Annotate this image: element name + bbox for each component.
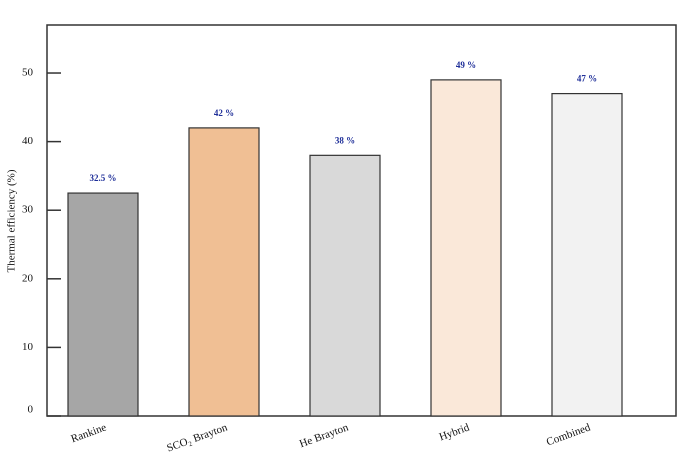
bar <box>551 92 623 417</box>
x-tick-label: Hybrid <box>438 421 472 443</box>
bar <box>67 192 139 417</box>
bar <box>188 127 260 417</box>
value-label: 38 % <box>335 135 355 145</box>
value-label: 42 % <box>214 108 234 118</box>
value-label: 32.5 % <box>90 173 117 183</box>
value-label: 49 % <box>456 60 476 70</box>
y-tick-label: 20 <box>22 272 34 284</box>
y-tick-label: 0 <box>28 404 34 416</box>
bar <box>309 154 381 417</box>
y-tick-label: 50 <box>22 67 34 79</box>
x-tick-label: Combined <box>545 421 593 448</box>
x-tick-label: He Brayton <box>298 421 351 450</box>
bar <box>430 79 502 417</box>
y-tick-label: 10 <box>22 341 34 353</box>
y-tick-label: 30 <box>22 204 34 216</box>
y-axis-label: Thermal efficiency (%) <box>6 169 18 272</box>
x-tick-label: SCO₂ Brayton <box>165 421 229 454</box>
y-tick-label: 40 <box>22 135 34 147</box>
x-tick-label: Rankine <box>69 422 108 446</box>
value-label: 47 % <box>577 74 597 84</box>
